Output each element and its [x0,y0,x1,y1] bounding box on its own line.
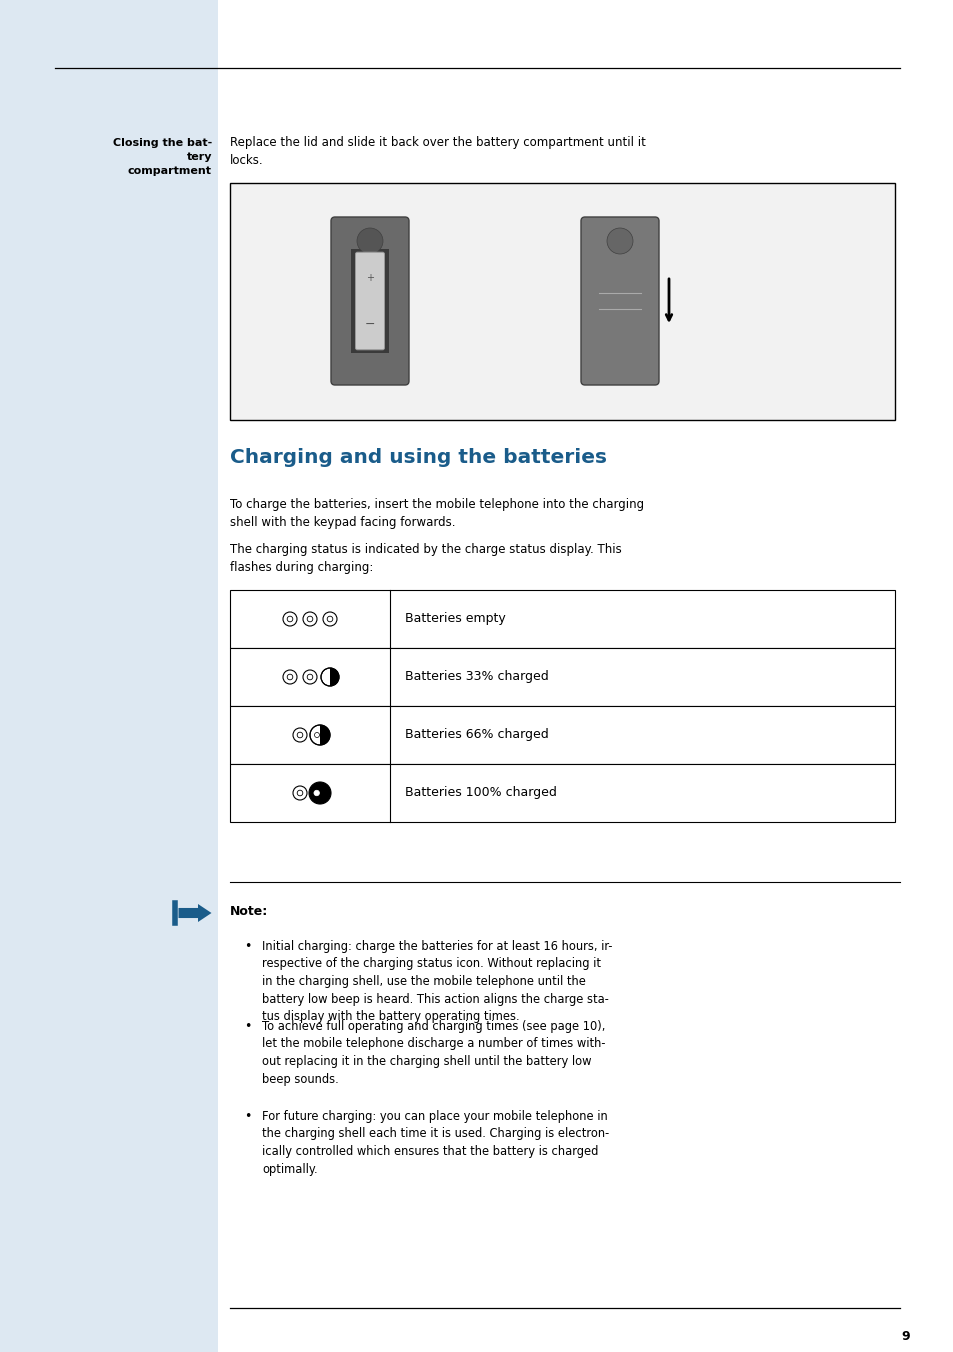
Circle shape [303,671,316,684]
Text: To charge the batteries, insert the mobile telephone into the charging
shell wit: To charge the batteries, insert the mobi… [230,498,643,529]
Text: •: • [244,940,252,953]
Bar [351,249,389,353]
FancyBboxPatch shape [580,218,659,385]
Text: Charging and using the batteries: Charging and using the batteries [230,448,606,466]
Text: Batteries empty: Batteries empty [405,612,505,626]
Text: compartment: compartment [128,166,212,176]
Text: For future charging: you can place your mobile telephone in
the charging shell e: For future charging: you can place your … [262,1110,609,1175]
Text: Initial charging: charge the batteries for at least 16 hours, ir-
respective of : Initial charging: charge the batteries f… [262,940,612,1023]
Text: Closing the bat-: Closing the bat- [112,138,212,147]
Polygon shape [178,904,212,922]
Bar [230,183,894,420]
Circle shape [310,725,330,745]
Bar [230,648,894,706]
Bar [230,589,894,648]
Text: Batteries 33% charged: Batteries 33% charged [405,671,548,684]
Circle shape [307,617,313,622]
FancyBboxPatch shape [331,218,409,385]
Circle shape [293,786,307,800]
Polygon shape [319,725,330,745]
Circle shape [309,781,331,804]
Circle shape [323,612,336,626]
Text: •: • [244,1110,252,1124]
Circle shape [327,617,333,622]
Circle shape [303,612,316,626]
Text: 9: 9 [901,1330,909,1343]
Text: −: − [364,318,375,331]
Circle shape [287,675,293,680]
Circle shape [314,733,319,737]
Bar [230,764,894,822]
Circle shape [314,791,319,796]
Text: +: + [366,273,374,283]
Bar [230,706,894,764]
Circle shape [307,675,313,680]
Circle shape [606,228,633,254]
Polygon shape [330,668,338,685]
Circle shape [356,228,382,254]
Text: Batteries 66% charged: Batteries 66% charged [405,729,548,741]
Text: •: • [244,1019,252,1033]
Text: Batteries 100% charged: Batteries 100% charged [405,787,557,799]
Circle shape [320,668,338,685]
Text: Replace the lid and slide it back over the battery compartment until it
locks.: Replace the lid and slide it back over t… [230,137,645,168]
Circle shape [283,612,296,626]
Text: tery: tery [186,151,212,162]
Circle shape [283,671,296,684]
Circle shape [297,733,302,738]
Circle shape [287,617,293,622]
Circle shape [297,790,302,796]
Circle shape [293,727,307,742]
Text: Note:: Note: [230,904,268,918]
Text: To achieve full operating and charging times (see page 10),
let the mobile telep: To achieve full operating and charging t… [262,1019,605,1086]
FancyBboxPatch shape [355,253,384,350]
Bar [0,0,218,1352]
Text: The charging status is indicated by the charge status display. This
flashes duri: The charging status is indicated by the … [230,544,621,575]
